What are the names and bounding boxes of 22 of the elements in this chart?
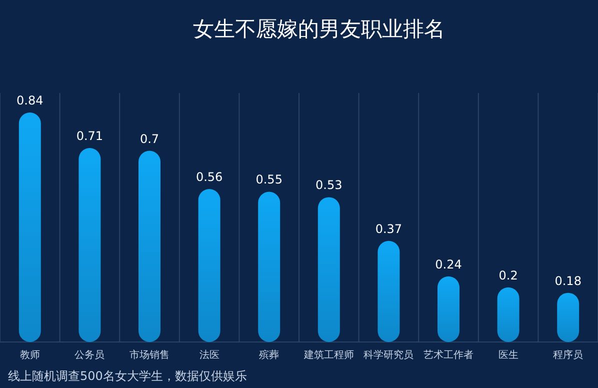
x-tick-label: 建筑工程师 xyxy=(302,349,354,361)
x-tick-label: 科学研究员 xyxy=(364,349,414,361)
data-label: 0.18 xyxy=(554,274,582,288)
data-label: 0.2 xyxy=(498,268,518,282)
data-label: 0.24 xyxy=(435,257,462,272)
text: 线上随机调查500名女大学生，数据仅供娱乐 xyxy=(8,369,247,383)
data-label: 0.37 xyxy=(375,222,402,236)
data-label: 0.55 xyxy=(256,172,282,187)
chart-title: 女生不愿嫁的男友职业排名 xyxy=(193,17,445,41)
x-tick-label: 医生 xyxy=(498,349,518,361)
x-tick-label: 公务员 xyxy=(74,349,105,361)
data-label: 0.7 xyxy=(140,132,160,146)
x-tick-label: 法医 xyxy=(199,349,220,361)
x-tick-label: 教师 xyxy=(20,350,40,361)
data-label: 0.71 xyxy=(76,129,104,144)
x-tick-label: 艺术工作者 xyxy=(424,349,474,361)
data-label: 0.56 xyxy=(196,170,223,184)
x-tick-label: 殡葬 xyxy=(259,349,280,361)
data-label: 0.53 xyxy=(316,178,342,192)
x-tick-label: 程序员 xyxy=(553,349,584,361)
x-tick-label: 市场销售 xyxy=(130,349,170,361)
data-label: 0.84 xyxy=(16,94,44,108)
